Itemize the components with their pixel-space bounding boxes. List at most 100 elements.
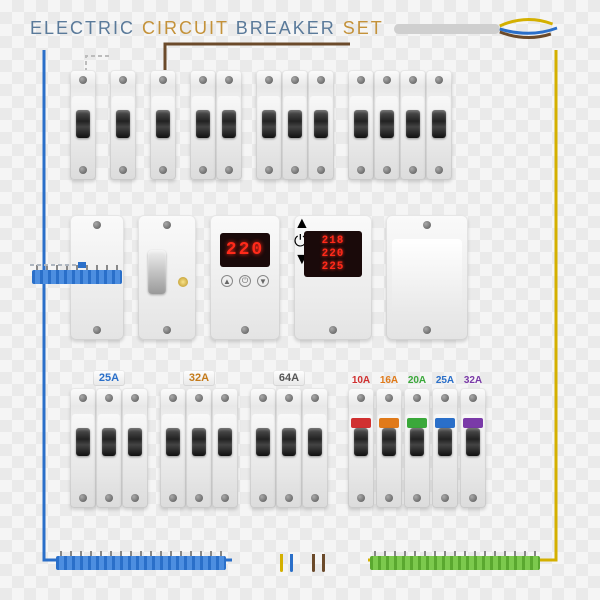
lcd3-r1: 220 <box>322 248 345 261</box>
breaker-toggle[interactable] <box>438 428 452 456</box>
breaker-pole[interactable] <box>70 70 96 180</box>
meter-btn-power[interactable]: ⏻ <box>239 275 251 287</box>
breaker-pole[interactable] <box>374 70 400 180</box>
breaker-toggle[interactable] <box>380 110 394 138</box>
breaker-pole[interactable] <box>404 388 430 508</box>
breaker-pole[interactable] <box>190 70 216 180</box>
rating-label: 25A <box>436 375 454 386</box>
breaker-pole[interactable] <box>122 388 148 508</box>
breaker-toggle[interactable] <box>354 110 368 138</box>
breaker-pole[interactable] <box>348 388 374 508</box>
breaker-toggle[interactable] <box>166 428 180 456</box>
breaker-pole[interactable] <box>216 70 242 180</box>
rating-band <box>407 418 427 428</box>
breaker-toggle[interactable] <box>262 110 276 138</box>
breaker-1p-rated: 20A <box>404 375 430 508</box>
breaker-toggle[interactable] <box>256 428 270 456</box>
title-w0: ELECTRIC <box>30 18 135 38</box>
cable-icon <box>394 26 570 32</box>
breaker-toggle[interactable] <box>288 110 302 138</box>
wire-stub <box>290 554 293 572</box>
lcd3-r2: 225 <box>322 261 345 274</box>
breaker-toggle[interactable] <box>116 110 130 138</box>
breaker-pole[interactable] <box>110 70 136 180</box>
breaker-pole[interactable] <box>348 70 374 180</box>
breaker-pole[interactable] <box>308 70 334 180</box>
breaker-3p <box>256 70 334 180</box>
breaker-4p <box>348 70 452 180</box>
meter-btn-down[interactable]: ▼ <box>257 275 269 287</box>
breaker-toggle[interactable] <box>314 110 328 138</box>
rating-label: 64A <box>273 370 305 386</box>
meter-btn-up[interactable]: ▲ <box>221 275 233 287</box>
breaker-toggle[interactable] <box>196 110 210 138</box>
breaker-toggle[interactable] <box>76 110 90 138</box>
row-3: 25A 32A 64A 10A 16A 20A <box>70 370 530 508</box>
breaker-toggle[interactable] <box>282 428 296 456</box>
breaker-3p-rated: 64A <box>250 370 328 508</box>
rating-band <box>351 418 371 428</box>
breaker-pole[interactable] <box>400 70 426 180</box>
breaker-toggle[interactable] <box>156 110 170 138</box>
breaker-pole[interactable] <box>376 388 402 508</box>
title-w3: SET <box>343 18 384 38</box>
breaker-pole[interactable] <box>160 388 186 508</box>
rating-band <box>463 418 483 428</box>
title-bar: ELECTRIC CIRCUIT BREAKER SET <box>30 18 570 39</box>
breaker-pole[interactable] <box>186 388 212 508</box>
breaker-3p-rated: 25A <box>70 370 148 508</box>
breaker-pole[interactable] <box>276 388 302 508</box>
busbar-lead-dashed <box>30 255 90 275</box>
breaker-toggle[interactable] <box>466 428 480 456</box>
single-breaker-bank: 10A 16A 20A 25A <box>348 375 486 508</box>
breaker-toggle[interactable] <box>308 428 322 456</box>
rating-label: 32A <box>183 370 215 386</box>
breaker-pole[interactable] <box>302 388 328 508</box>
breaker-toggle[interactable] <box>410 428 424 456</box>
breaker-pole[interactable] <box>282 70 308 180</box>
rating-label: 25A <box>93 370 125 386</box>
rcbo-test-button[interactable] <box>178 277 188 287</box>
breaker-toggle[interactable] <box>382 428 396 456</box>
breaker-1p <box>110 70 136 180</box>
breaker-toggle[interactable] <box>128 428 142 456</box>
lcd-reading: 220 <box>220 233 270 267</box>
wire-stub <box>280 554 283 572</box>
breaker-1p <box>150 70 176 180</box>
breaker-toggle[interactable] <box>102 428 116 456</box>
voltage-monitor-triple: 218 220 225 ▲ ⏻ ▼ <box>294 215 372 340</box>
row-2: 220 ▲ ⏻ ▼ 218 220 225 ▲ ⏻ ▼ <box>70 215 530 340</box>
breaker-1p-rated: 16A <box>376 375 402 508</box>
breaker-pole[interactable] <box>460 388 486 508</box>
breaker-pole[interactable] <box>96 388 122 508</box>
rcbo-breaker[interactable] <box>138 215 196 340</box>
rating-label: 32A <box>464 375 482 386</box>
breaker-1p <box>70 70 96 180</box>
breaker-toggle[interactable] <box>76 428 90 456</box>
rating-band <box>435 418 455 428</box>
row-1 <box>70 70 530 180</box>
title-w2: BREAKER <box>236 18 336 38</box>
rating-label: 16A <box>380 375 398 386</box>
breaker-pole[interactable] <box>256 70 282 180</box>
breaker-pole[interactable] <box>426 70 452 180</box>
wire-stub <box>312 554 315 572</box>
rating-label: 10A <box>352 375 370 386</box>
breaker-pole[interactable] <box>70 388 96 508</box>
breaker-toggle[interactable] <box>432 110 446 138</box>
breaker-toggle[interactable] <box>218 428 232 456</box>
breaker-toggle[interactable] <box>354 428 368 456</box>
breaker-pole[interactable] <box>212 388 238 508</box>
breaker-toggle[interactable] <box>406 110 420 138</box>
breaker-toggle[interactable] <box>192 428 206 456</box>
breaker-pole[interactable] <box>150 70 176 180</box>
wire-stub <box>322 554 325 572</box>
rcbo-toggle[interactable] <box>148 250 166 294</box>
cover-module <box>386 215 468 340</box>
rating-band <box>379 418 399 428</box>
breaker-pole[interactable] <box>432 388 458 508</box>
rating-label: 20A <box>408 375 426 386</box>
busbar-bottom-right <box>370 556 540 570</box>
breaker-toggle[interactable] <box>222 110 236 138</box>
breaker-pole[interactable] <box>250 388 276 508</box>
